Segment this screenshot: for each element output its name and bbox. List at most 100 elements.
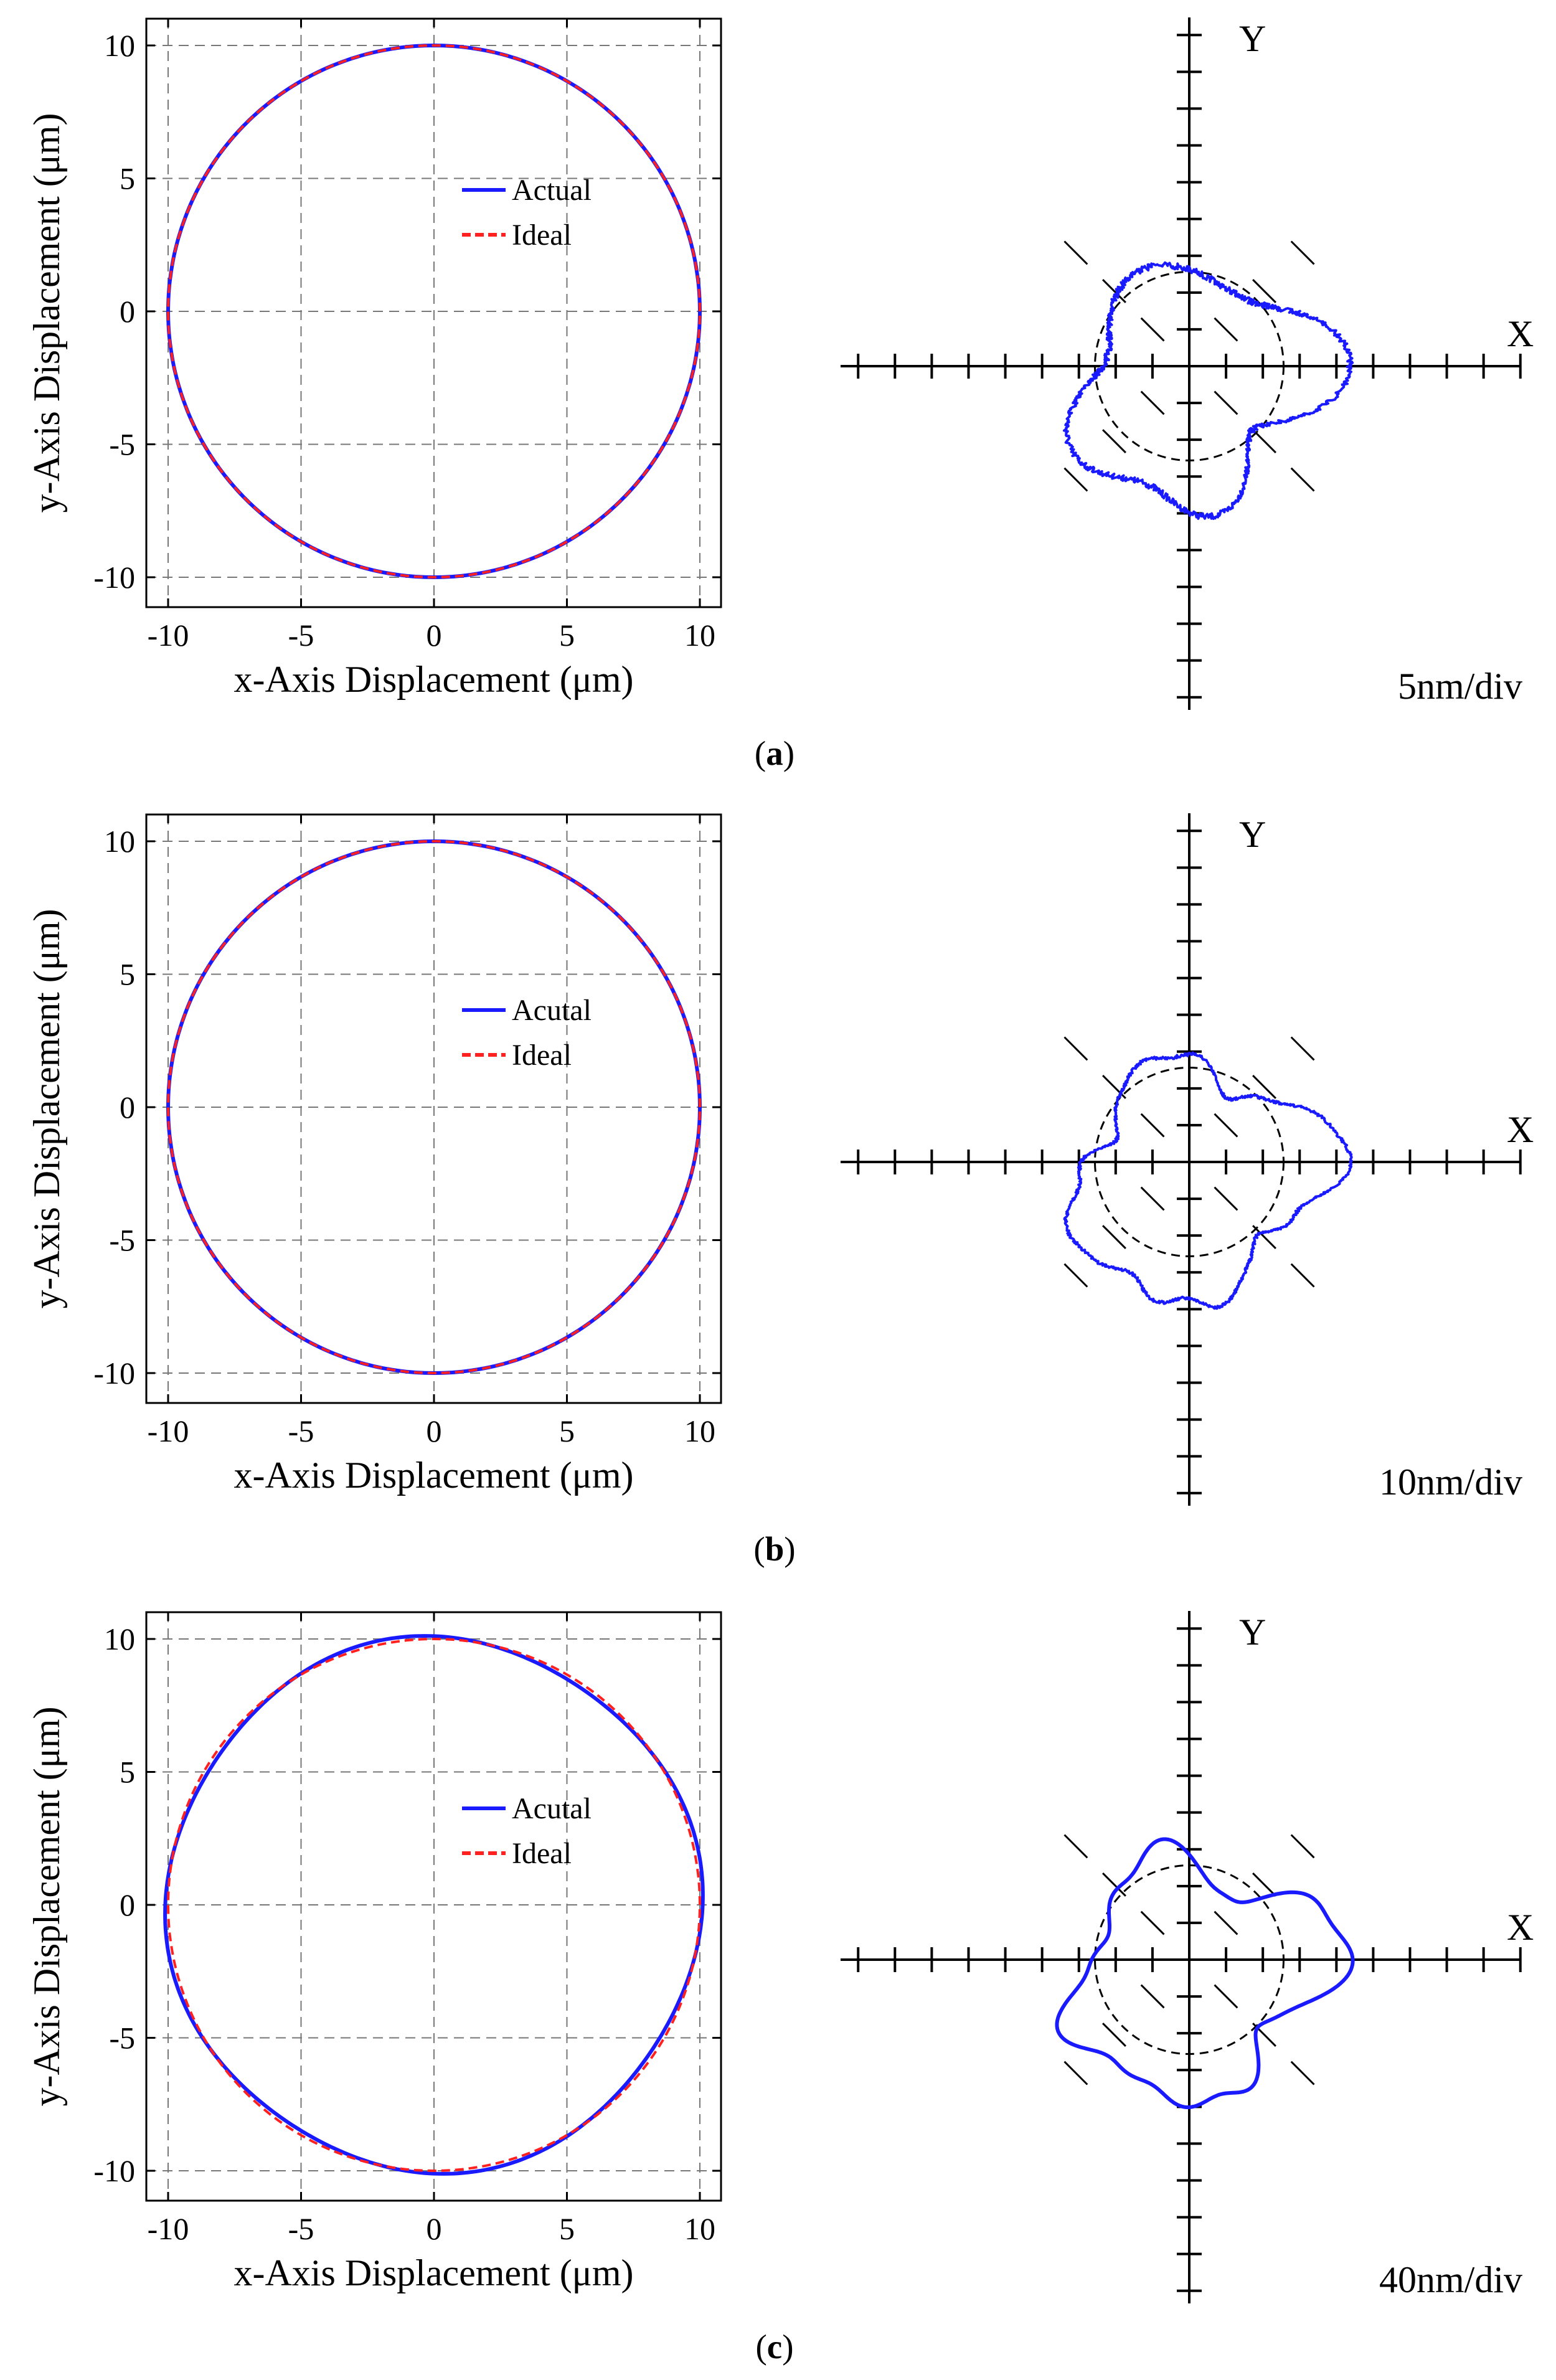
diagonal-guide	[1063, 2061, 1088, 2085]
x-tick-label: 5	[559, 1414, 575, 1448]
x-tick-label: 10	[684, 618, 715, 653]
diagonal-guide	[1252, 1225, 1276, 1249]
polar-x-label: X	[1507, 313, 1534, 354]
scale-label: 10nm/div	[1379, 1462, 1522, 1503]
panel-a: -10 -5 0 5 10 -10 -5 0 5 10 x-Axis Displacement (μ…	[26, 17, 1534, 772]
panel-label-close: )	[782, 2328, 793, 2366]
diagonal-guide	[1214, 1113, 1238, 1138]
y-tick-label: -5	[109, 1223, 135, 1258]
panel-label-close: )	[783, 734, 795, 772]
diagonal-guide	[1063, 467, 1088, 492]
panel-label-letter: b	[765, 1530, 785, 1568]
x-axis-label: x-Axis Displacement (μm)	[233, 659, 633, 700]
y-tick-label: 5	[120, 957, 135, 992]
x-tick-label: -5	[288, 1414, 314, 1448]
error-profile	[1063, 1051, 1353, 1310]
polar-y-label: Y	[1239, 1612, 1266, 1653]
diagonal-guide	[1102, 279, 1126, 303]
panel-label-letter: a	[766, 734, 783, 772]
y-tick-label: -10	[93, 2153, 135, 2188]
y-tick-label: -10	[93, 1356, 135, 1391]
diagonal-guide	[1140, 1910, 1165, 1935]
diagonal-guide	[1290, 1263, 1315, 1288]
diagonal-guide	[1252, 1872, 1276, 1897]
diagonal-guide	[1214, 390, 1238, 415]
scale-label: 40nm/div	[1379, 2259, 1522, 2300]
x-tick-label: -10	[148, 2211, 189, 2246]
y-tick-label: 5	[120, 161, 135, 196]
panel-label-open: (	[753, 1530, 765, 1568]
diagonal-guide	[1214, 317, 1238, 342]
polar-x-label: X	[1507, 1907, 1534, 1948]
x-tick-label: 0	[427, 618, 442, 653]
series-ideal-circle	[166, 1637, 701, 2173]
panel-label-letter: c	[767, 2328, 782, 2366]
diagonal-guide	[1102, 1225, 1126, 1249]
polar-y-label: Y	[1239, 18, 1266, 59]
polar-plot-c: Y X 40nm/div	[841, 1611, 1534, 2303]
circle-plot-b: -10 -5 0 5 10 -10 -5 0 5 10 x-Axis Displacement (μ…	[26, 813, 722, 1496]
diagonal-guide	[1290, 1834, 1315, 1859]
error-profile	[1055, 1837, 1355, 2109]
legend-label-ideal: Ideal	[512, 219, 572, 252]
diagonal-guide	[1252, 279, 1276, 303]
scale-label: 5nm/div	[1398, 666, 1522, 707]
legend-label-actual: Acutal	[512, 1792, 592, 1825]
polar-x-label: X	[1507, 1109, 1534, 1150]
panel-label-open: (	[755, 734, 766, 772]
diagonal-guide	[1252, 429, 1276, 453]
panel-label-b: (b)	[753, 1530, 795, 1568]
diagonal-guide	[1214, 1186, 1238, 1211]
diagonal-guide	[1102, 1872, 1126, 1897]
y-axis-label: y-Axis Displacement (μm)	[26, 113, 67, 512]
panel-b: -10 -5 0 5 10 -10 -5 0 5 10 x-Axis Displacement (μ…	[26, 813, 1534, 1568]
diagonal-guide	[1063, 240, 1088, 265]
circle-plot-a: -10 -5 0 5 10 -10 -5 0 5 10 x-Axis Displacement (μ…	[26, 17, 722, 700]
panel-label-a: (a)	[755, 734, 795, 772]
legend-label-ideal: Ideal	[512, 1837, 572, 1870]
y-tick-label: 10	[104, 824, 135, 859]
series-ideal-circle	[166, 44, 701, 579]
diagonal-guide	[1063, 1036, 1088, 1061]
x-tick-label: -10	[148, 1414, 189, 1448]
polar-plot-b: Y X 10nm/div	[841, 813, 1534, 1506]
x-tick-label: -5	[288, 618, 314, 653]
diagonal-guide	[1140, 1984, 1165, 2009]
diagonal-guide	[1290, 240, 1315, 265]
x-tick-label: 10	[684, 1414, 715, 1448]
y-tick-label: -5	[109, 427, 135, 462]
polar-y-label: Y	[1239, 814, 1266, 855]
panel-c: -10 -5 0 5 10 -10 -5 0 5 10 x-Axis Displacement (μ…	[26, 1611, 1534, 2366]
x-axis-label: x-Axis Displacement (μm)	[233, 1455, 633, 1496]
circle-plot-c: -10 -5 0 5 10 -10 -5 0 5 10 x-Axis Displacement (μ…	[26, 1611, 722, 2293]
diagonal-guide	[1140, 1186, 1165, 1211]
error-profile	[1063, 261, 1354, 521]
y-tick-label: 0	[120, 1887, 135, 1922]
y-tick-label: 0	[120, 1090, 135, 1125]
diagonal-guide	[1214, 1910, 1238, 1935]
x-tick-label: 0	[427, 1414, 442, 1448]
y-tick-label: 0	[120, 294, 135, 329]
y-tick-label: -10	[93, 560, 135, 595]
diagonal-guide	[1290, 2061, 1315, 2085]
diagonal-guide	[1214, 1984, 1238, 2009]
diagonal-guide	[1102, 429, 1126, 453]
panel-label-close: )	[784, 1530, 795, 1568]
x-tick-label: 5	[559, 2211, 575, 2246]
x-tick-label: -5	[288, 2211, 314, 2246]
diagonal-guide	[1252, 1075, 1276, 1099]
diagonal-guide	[1140, 317, 1165, 342]
y-tick-label: -5	[109, 2021, 135, 2056]
legend-label-actual: Actual	[512, 174, 592, 207]
panel-label-open: (	[755, 2328, 766, 2366]
diagonal-guide	[1063, 1263, 1088, 1288]
x-tick-label: -10	[148, 618, 189, 653]
x-axis-label: x-Axis Displacement (μm)	[233, 2252, 633, 2293]
y-tick-label: 10	[104, 28, 135, 63]
diagonal-guide	[1102, 2023, 1126, 2047]
y-tick-label: 10	[104, 1622, 135, 1656]
panel-label-c: (c)	[755, 2328, 793, 2366]
y-axis-label: y-Axis Displacement (μm)	[26, 1706, 67, 2106]
diagonal-guide	[1290, 467, 1315, 492]
